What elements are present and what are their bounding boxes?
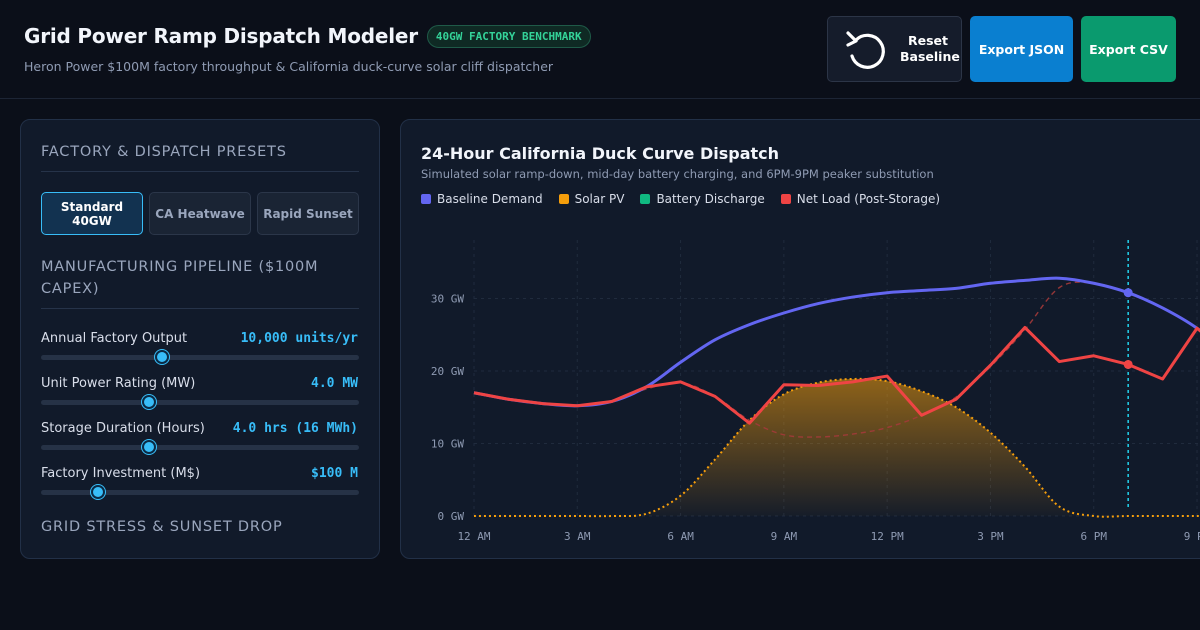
slider-thumb-storage-duration[interactable] — [142, 440, 157, 454]
reset-label-line1: Reset — [908, 33, 948, 48]
legend-label: Battery Discharge — [656, 192, 765, 206]
slider-thumb-factory-output[interactable] — [154, 350, 169, 364]
slider-value-storage-duration: 4.0 hrs (16 MWh) — [232, 421, 358, 436]
slider-track-storage-duration[interactable] — [41, 440, 359, 454]
legend-label: Net Load (Post-Storage) — [796, 192, 941, 206]
chart-subtitle: Simulated solar ramp-down, mid-day batte… — [421, 167, 934, 181]
reset-baseline-button[interactable]: Reset Baseline — [827, 16, 962, 82]
duck-curve-chart-card: 24-Hour California Duck Curve Dispatch S… — [400, 119, 1200, 559]
legend-label: Solar PV — [574, 192, 625, 206]
slider-track-factory-output[interactable] — [41, 350, 359, 364]
app-title: Grid Power Ramp Dispatch Modeler — [24, 24, 418, 48]
legend-item-battery-discharge[interactable]: Battery Discharge — [640, 192, 765, 206]
x-tick-label: 12 AM — [457, 530, 490, 543]
section-divider — [41, 308, 359, 309]
legend-item-baseline-demand[interactable]: Baseline Demand — [421, 192, 543, 206]
duck-curve-chart[interactable]: 0 GW 10 GW 20 GW 30 GW 12 AM 3 AM 6 AM 9 AM 12 P… — [401, 120, 1200, 559]
title-row: Grid Power Ramp Dispatch Modeler 40GW FA… — [24, 24, 591, 48]
legend-item-solar-pv[interactable]: Solar PV — [558, 192, 625, 206]
legend-swatch — [640, 194, 651, 204]
controls-panel: FACTORY & DISPATCH PRESETS Standard 40GW… — [20, 119, 380, 559]
slider-track-unit-power[interactable] — [41, 395, 359, 409]
pipeline-title-line1: MANUFACTURING PIPELINE ($100M — [41, 259, 319, 275]
solar-pv-area — [474, 378, 1200, 517]
x-tick-label: 3 PM — [977, 530, 1004, 543]
section-divider — [41, 171, 359, 172]
preset-ca-heatwave-button[interactable]: CA Heatwave — [149, 192, 251, 235]
legend-item-net-load[interactable]: Net Load (Post-Storage) — [780, 192, 941, 206]
slider-label-factory-output: Annual Factory Output — [41, 331, 188, 346]
slider-value-factory-output: 10,000 units/yr — [240, 331, 358, 346]
export-json-button[interactable]: Export JSON — [970, 16, 1073, 82]
reset-button-label: Reset Baseline — [900, 33, 960, 65]
x-tick-label: 9 PM — [1184, 530, 1200, 543]
grid-stress-section-title: GRID STRESS & SUNSET DROP — [41, 519, 283, 535]
slider-value-unit-power: 4.0 MW — [311, 376, 358, 391]
y-tick-label: 20 GW — [431, 365, 464, 378]
app-subtitle: Heron Power $100M factory throughput & C… — [24, 59, 554, 74]
slider-thumb-unit-power[interactable] — [142, 395, 157, 409]
solar-pv-line — [473, 377, 1200, 518]
legend-swatch — [780, 194, 791, 204]
x-tick-label: 3 AM — [564, 530, 591, 543]
legend-swatch — [421, 194, 431, 204]
presets-section-title: FACTORY & DISPATCH PRESETS — [41, 144, 287, 160]
slider-value-factory-investment: $100 M — [311, 466, 358, 481]
pipeline-title-line2: CAPEX) — [41, 281, 100, 297]
export-csv-button[interactable]: Export CSV — [1081, 16, 1176, 82]
x-tick-label: 12 PM — [871, 530, 904, 543]
x-tick-label: 6 PM — [1080, 530, 1107, 543]
slider-label-factory-investment: Factory Investment (M$) — [41, 466, 201, 481]
chart-legend: Baseline Demand Solar PV Battery Dischar… — [421, 192, 940, 206]
preset-rapid-sunset-button[interactable]: Rapid Sunset — [257, 192, 359, 235]
net-load-line — [473, 326, 1200, 425]
pipeline-section-title: MANUFACTURING PIPELINE ($100M CAPEX) — [41, 256, 359, 300]
slider-label-unit-power: Unit Power Rating (MW) — [41, 376, 196, 391]
preset-standard-40gw-button[interactable]: Standard 40GW — [41, 192, 143, 235]
hover-point-net-load — [1123, 359, 1133, 369]
slider-track-factory-investment[interactable] — [41, 485, 359, 499]
y-tick-label: 30 GW — [431, 293, 464, 306]
slider-label-storage-duration: Storage Duration (Hours) — [41, 421, 205, 436]
slider-thumb-factory-investment[interactable] — [91, 485, 106, 499]
legend-label: Baseline Demand — [437, 192, 543, 206]
preset-label-line1: Standard — [60, 199, 124, 214]
x-tick-label: 6 AM — [667, 530, 694, 543]
app-header: Grid Power Ramp Dispatch Modeler 40GW FA… — [0, 0, 1200, 99]
reset-icon — [846, 31, 885, 69]
legend-swatch — [558, 194, 569, 204]
y-tick-label: 0 GW — [438, 510, 465, 523]
reset-label-line2: Baseline — [900, 49, 960, 64]
preset-label-line2: 40GW — [72, 213, 112, 228]
x-tick-label: 9 AM — [771, 530, 798, 543]
y-tick-label: 10 GW — [431, 438, 464, 451]
chart-title: 24-Hour California Duck Curve Dispatch — [421, 144, 780, 163]
benchmark-badge: 40GW FACTORY BENCHMARK — [426, 24, 591, 48]
page-background-strip — [0, 559, 1200, 630]
hover-point-baseline-demand — [1123, 288, 1133, 298]
